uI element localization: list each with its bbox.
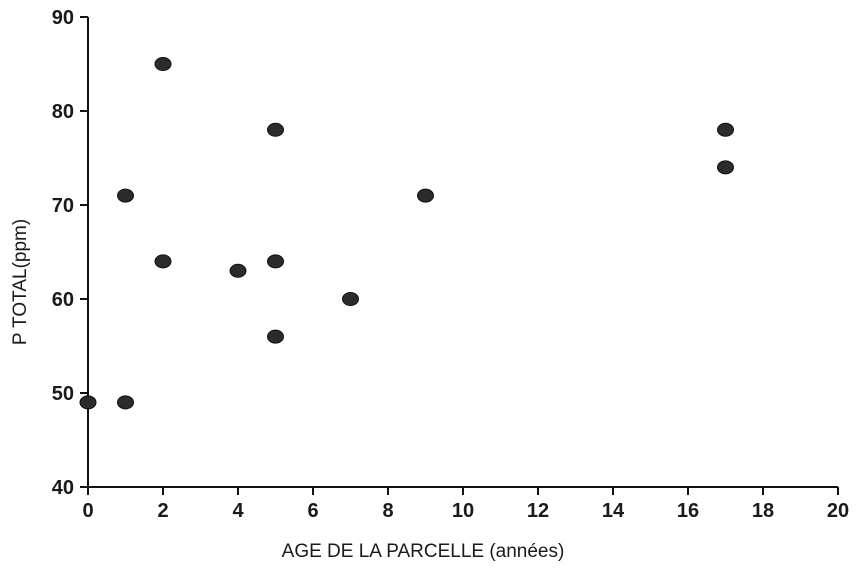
x-axis-ticks: 0 2 4 6 8 10 12 14 16 18 20	[82, 487, 849, 522]
axes	[87, 17, 838, 488]
data-point	[717, 122, 734, 137]
data-point	[154, 57, 172, 71]
data-point	[267, 329, 284, 344]
x-tick-label: 8	[382, 500, 393, 522]
x-tick-label: 0	[82, 500, 93, 522]
data-point	[342, 292, 359, 306]
y-tick-label: 70	[52, 195, 74, 217]
y-tick-label: 40	[52, 477, 74, 499]
x-tick-label: 6	[307, 500, 318, 522]
x-tick-label: 18	[752, 500, 774, 522]
y-tick-label: 90	[52, 7, 74, 29]
y-tick-label: 60	[52, 289, 74, 311]
data-point	[117, 395, 134, 410]
data-point	[117, 188, 134, 203]
data-points	[79, 57, 734, 410]
x-tick-label: 20	[827, 500, 849, 522]
data-point	[229, 263, 247, 278]
data-point	[267, 254, 284, 269]
y-tick-label: 50	[52, 383, 74, 405]
x-tick-label: 2	[157, 500, 168, 522]
y-axis-ticks: 40 50 60 70 80 90	[52, 7, 88, 499]
y-tick-label: 80	[52, 101, 74, 123]
x-tick-label: 4	[232, 500, 244, 522]
data-point	[417, 188, 434, 203]
data-point	[79, 395, 97, 410]
data-point	[267, 122, 284, 137]
y-axis-label: P TOTAL(ppm)	[10, 219, 31, 345]
x-tick-label: 10	[452, 500, 474, 522]
x-tick-label: 14	[602, 500, 625, 522]
data-point	[717, 160, 734, 175]
x-tick-label: 12	[527, 500, 549, 522]
data-point	[154, 254, 172, 269]
x-axis-label: AGE DE LA PARCELLE (années)	[282, 541, 565, 562]
x-tick-label: 16	[677, 500, 699, 522]
